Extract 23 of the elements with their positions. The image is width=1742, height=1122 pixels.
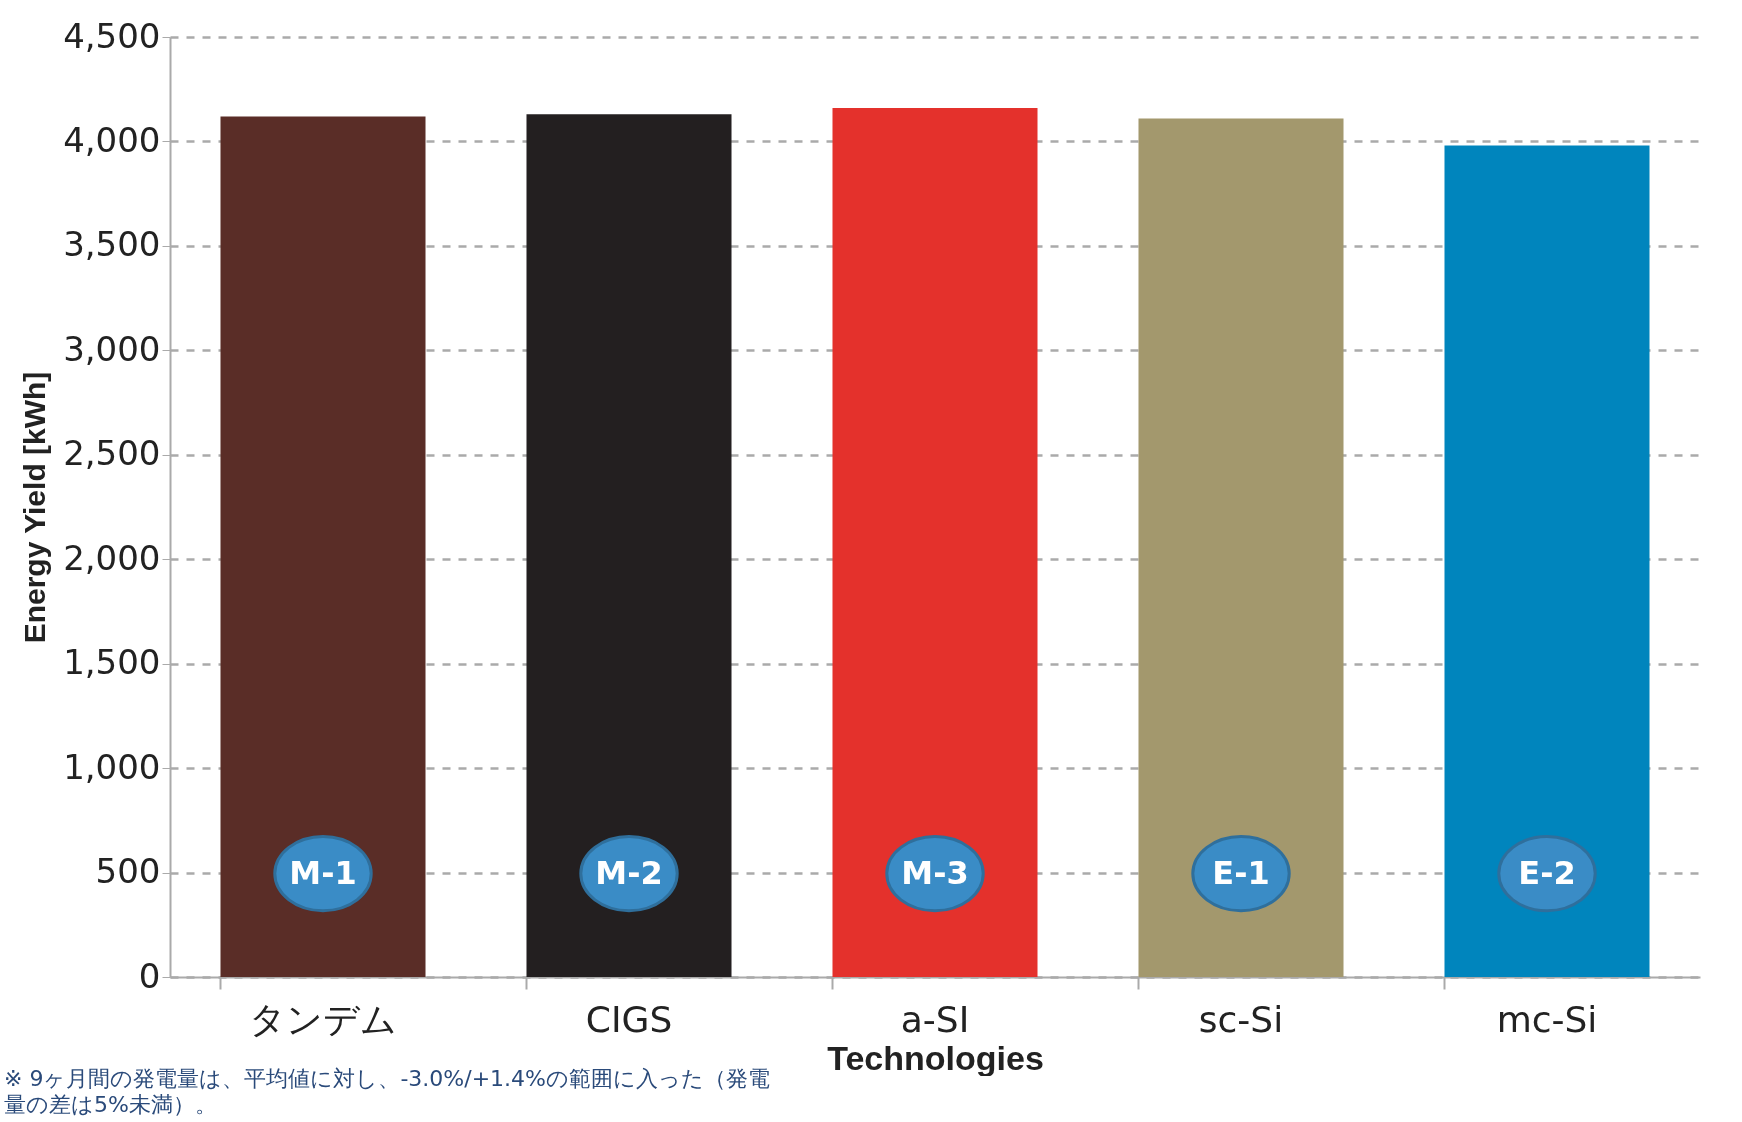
- y-tick-label: 500: [95, 851, 161, 892]
- annotation: E-2: [1518, 853, 1576, 892]
- text: ※ 9ヶ月間の発電量は、平均値に対し、-3.0%/+1.4%の範囲に入った（発電量の差は5%未満）。: [4, 1066, 771, 1118]
- annotation: M-1: [289, 853, 357, 892]
- x-tick-label: CIGS: [585, 998, 673, 1040]
- y-tick-label: 2,000: [63, 537, 161, 578]
- y-tick-label: 0: [138, 955, 161, 996]
- y-tick-label: 3,500: [63, 224, 161, 265]
- y-tick-label: 4,500: [63, 15, 161, 56]
- annotation: M-3: [901, 853, 969, 892]
- x-tick-label: sc-Si: [1198, 998, 1284, 1040]
- x-axis-title: Technologies: [827, 1038, 1044, 1077]
- y-tick-label: 2,500: [63, 433, 161, 474]
- annotation: M-2: [595, 853, 663, 892]
- x-tick-label: a-SI: [900, 998, 970, 1040]
- y-tick-label: 3,000: [63, 328, 161, 369]
- y-tick-label: 4,000: [63, 119, 161, 160]
- y-tick-label: 1,000: [63, 746, 161, 787]
- y-axis-title: Energy Yield [kWh]: [18, 371, 52, 644]
- x-tick-label: タンデム: [249, 998, 397, 1040]
- annotation: E-1: [1212, 853, 1270, 892]
- x-tick-label: mc-Si: [1496, 998, 1598, 1040]
- y-tick-label: 1,500: [63, 642, 161, 683]
